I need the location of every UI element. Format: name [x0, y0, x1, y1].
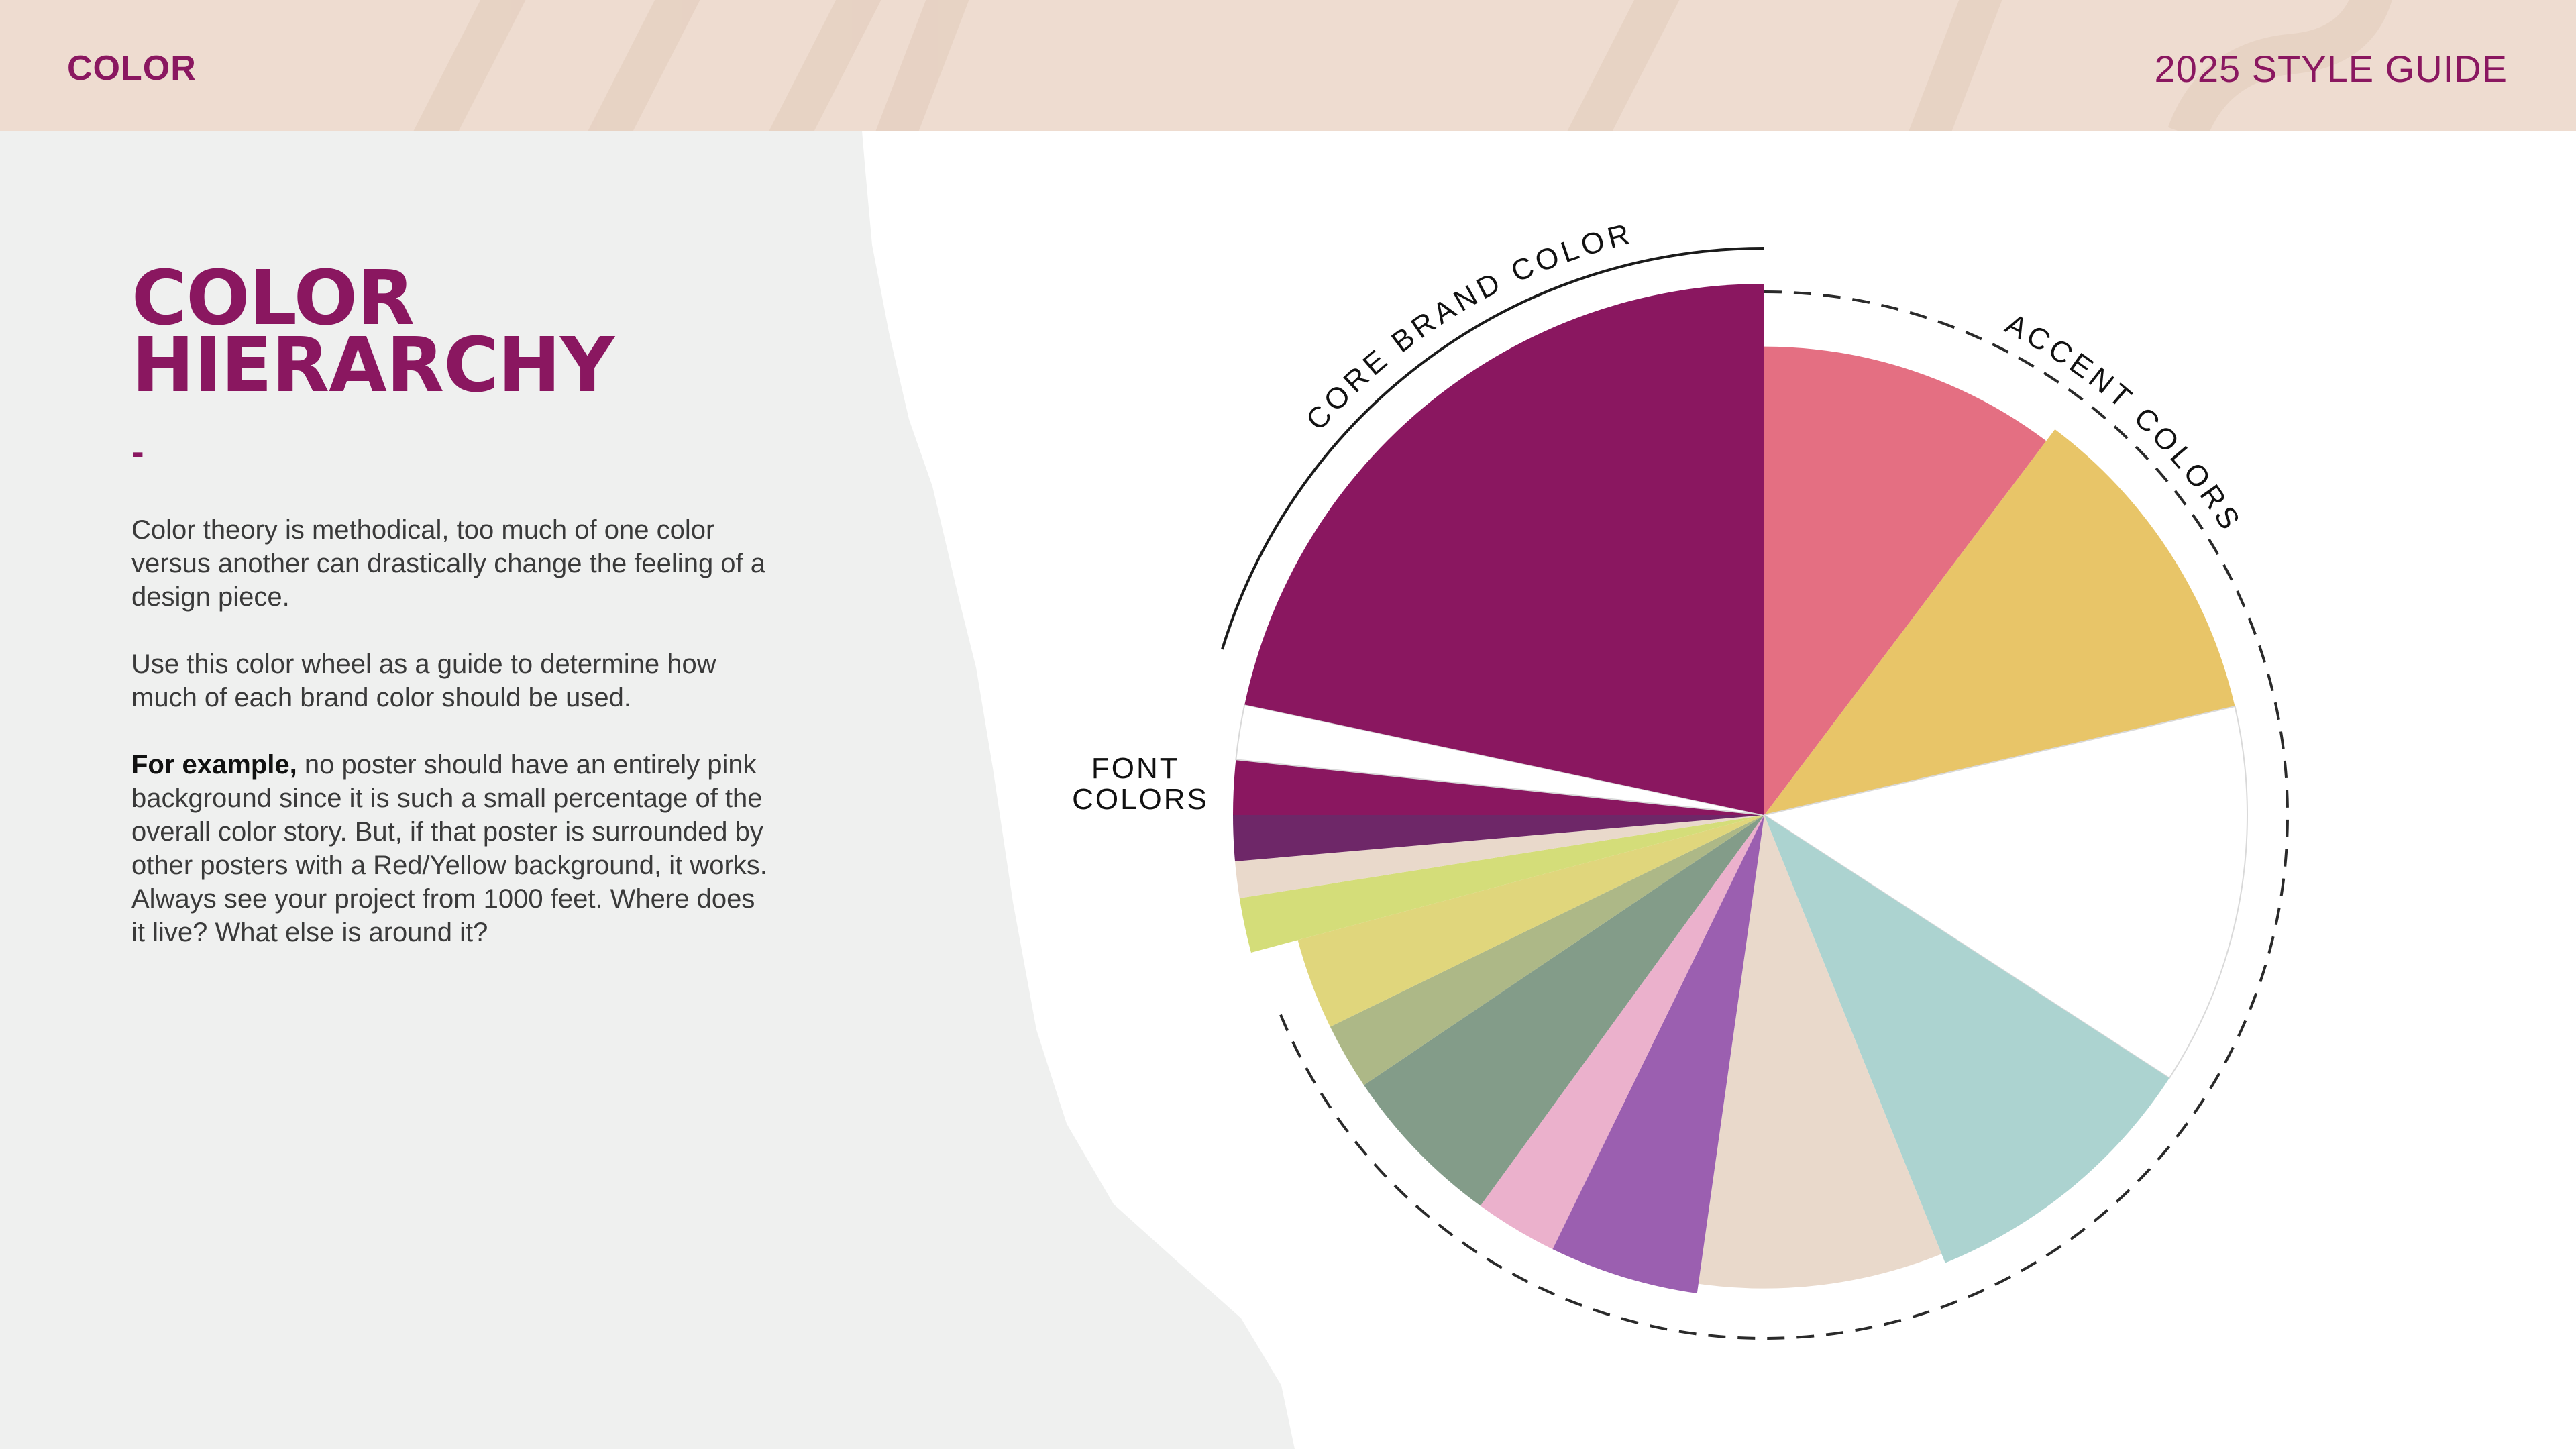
wheel-slice-accent-10: [1297, 815, 1764, 1027]
wheel-slices: [1233, 284, 2248, 1293]
wheel-slice-accent-1: [1764, 346, 2047, 815]
color-wheel-chart: CORE BRAND COLOR ACCENT COLORS FONT COLO…: [1072, 221, 2290, 1340]
paragraph-3-bold: For example,: [131, 750, 297, 780]
page-title: COLOR HIERARCHY: [131, 255, 614, 409]
accent-colors-arc: [1277, 290, 2290, 1340]
wheel-slice-accent-9: [1330, 815, 1764, 1085]
left-panel-background: [0, 131, 1295, 1449]
title-dash: -: [131, 430, 144, 472]
wheel-slice-accent-3: [1762, 705, 2248, 1079]
body-text: Color theory is methodical, too much of …: [131, 513, 775, 983]
paragraph-3: For example, no poster should have an en…: [131, 748, 775, 949]
wheel-slice-accent-7: [1480, 815, 1764, 1250]
paragraph-2: Use this color wheel as a guide to deter…: [131, 649, 716, 712]
section-label: COLOR: [67, 49, 197, 88]
font-colors-line-1: FONT: [1091, 752, 1179, 785]
wheel-slice-accent-2: [1764, 429, 2235, 815]
panel-shape: [0, 131, 1295, 1449]
wheel-slice-font-11: [1239, 815, 1764, 953]
wheel-slice-font-15: [1235, 704, 1765, 816]
title-line-2: HIERARCHY: [131, 322, 614, 409]
wheel-slice-font-13: [1233, 815, 1764, 862]
wheel-slice-accent-8: [1364, 815, 1764, 1206]
font-colors-label: FONT COLORS: [1072, 752, 1209, 816]
header-texture: [413, 0, 2392, 131]
font-colors-line-2: COLORS: [1072, 783, 1209, 816]
core-brand-arc: [1221, 247, 1765, 650]
paragraph-1: Color theory is methodical, too much of …: [131, 515, 766, 612]
wheel-slice-font-12: [1235, 815, 1764, 898]
wheel-slice-accent-6: [1552, 815, 1764, 1293]
wheel-slice-accent-4: [1764, 815, 2169, 1263]
wheel-slice-core-16: [1244, 284, 1764, 815]
title-line-1: COLOR: [131, 255, 415, 342]
wheel-slice-accent-5: [1698, 815, 1942, 1289]
style-guide-label: 2025 STYLE GUIDE: [2154, 48, 2508, 90]
paragraph-3-rest: no poster should have an entirely pink b…: [131, 750, 767, 947]
header-bar: COLOR 2025 STYLE GUIDE: [0, 0, 2576, 131]
